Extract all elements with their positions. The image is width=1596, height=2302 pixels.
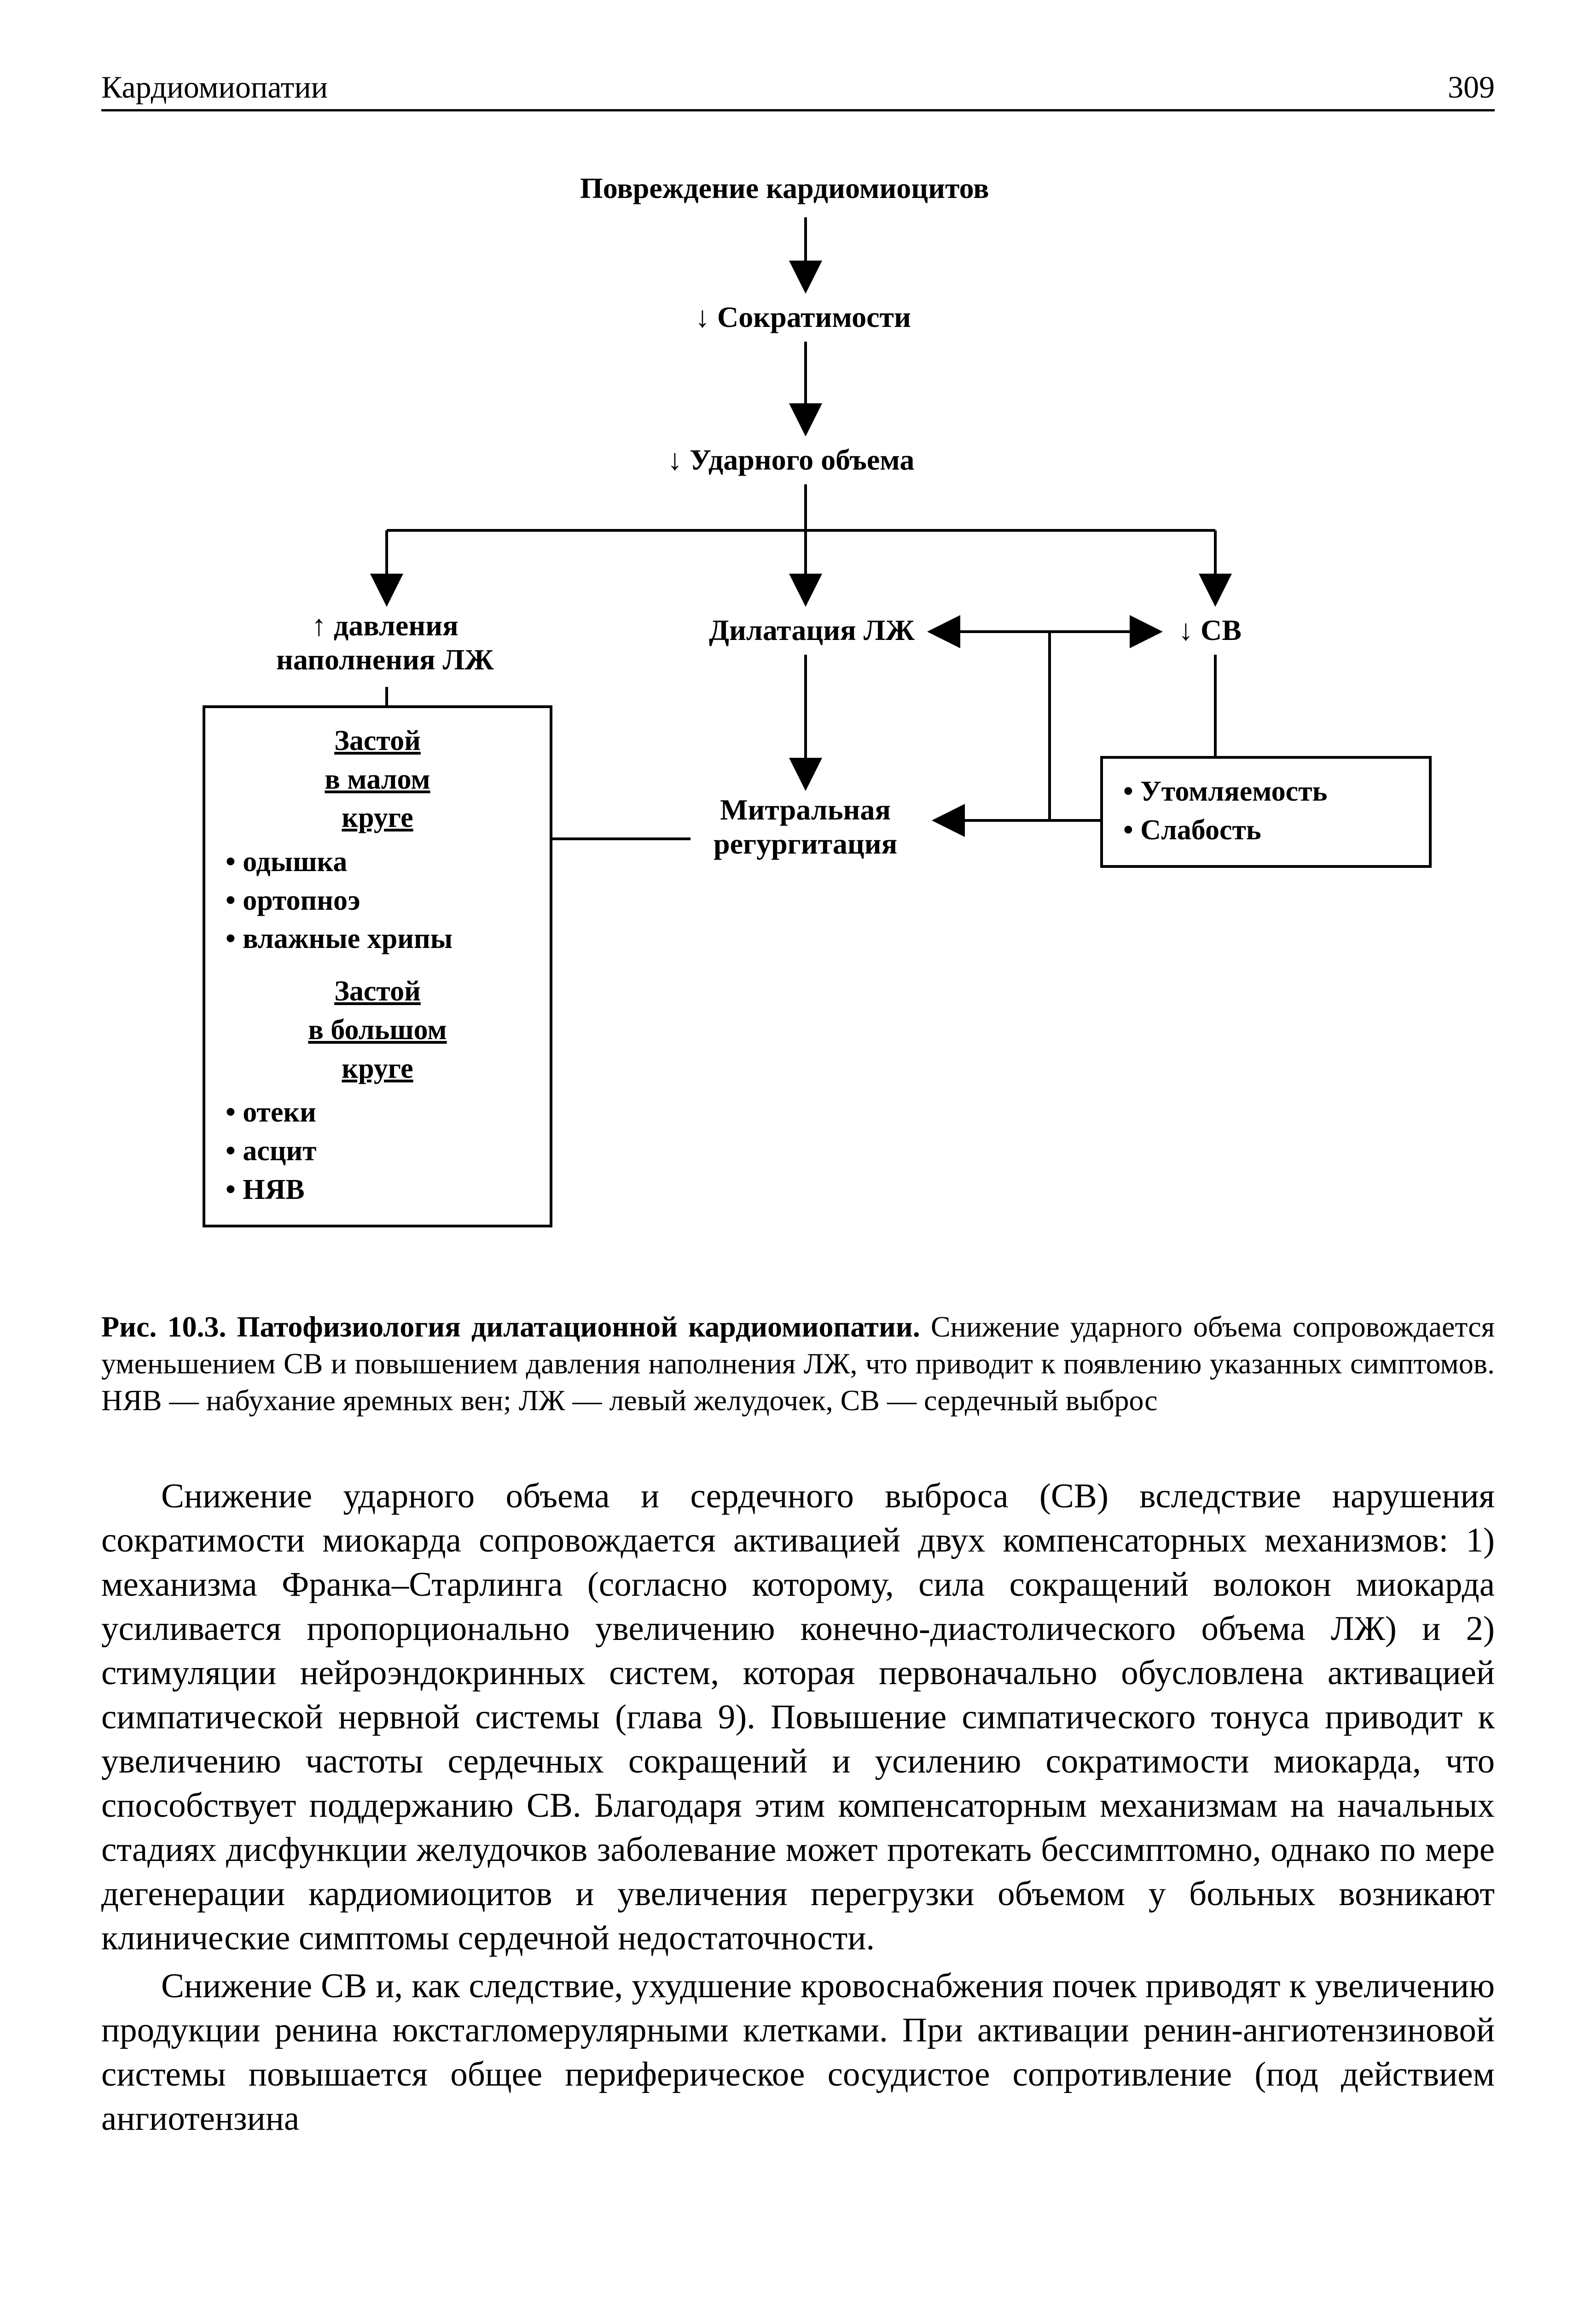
- node-stroke-volume: ↓ Ударного объема: [667, 443, 914, 477]
- node-lv-dilation: Дилатация ЛЖ: [709, 613, 915, 647]
- box-title-systemic: Застойв большомкруге: [224, 972, 531, 1088]
- node-contractility: ↓ Сократимости: [695, 300, 911, 334]
- list-item: отеки: [226, 1093, 531, 1132]
- node-label: ↓ Сократимости: [695, 301, 911, 333]
- page: Кардиомиопатии 309: [0, 0, 1596, 2237]
- box-title-pulmonary: Застойв маломкруге: [224, 722, 531, 837]
- body-paragraph: Снижение СВ и, как следствие, ухудшение …: [101, 1964, 1495, 2141]
- node-cardiac-output: ↓ СВ: [1178, 613, 1242, 647]
- node-damage: Повреждение кардиомиоцитов: [580, 171, 989, 205]
- list-item: ортопноэ: [226, 882, 531, 920]
- box-low-output: Утомляемость Слабость: [1100, 756, 1432, 868]
- list-item: асцит: [226, 1132, 531, 1171]
- figure-caption: Рис. 10.3. Патофизиология дилатационной …: [101, 1308, 1495, 1419]
- box-congestion: Застойв маломкруге одышка ортопноэ влажн…: [203, 705, 552, 1227]
- list-item: влажные хрипы: [226, 920, 531, 959]
- symptom-list-systemic: отеки асцит НЯВ: [224, 1093, 531, 1209]
- node-label: ↓ СВ: [1178, 614, 1242, 646]
- header-page-number: 309: [1448, 69, 1495, 105]
- flowchart: Повреждение кардиомиоцитов ↓ Сократимост…: [101, 167, 1495, 1272]
- symptom-list-low-output: Утомляемость Слабость: [1121, 773, 1410, 849]
- list-item: НЯВ: [226, 1171, 531, 1209]
- caption-lead: Рис. 10.3. Патофизиология дилатационной …: [101, 1310, 920, 1343]
- header-section-title: Кардиомиопатии: [101, 69, 328, 105]
- list-item: Утомляемость: [1123, 773, 1410, 811]
- node-label: Дилатация ЛЖ: [709, 614, 915, 646]
- list-item: одышка: [226, 843, 531, 882]
- node-filling-pressure: ↑ давлениянаполнения ЛЖ: [276, 609, 494, 676]
- list-item: Слабость: [1123, 811, 1410, 850]
- node-label: ↓ Ударного объема: [667, 443, 914, 476]
- body-paragraph: Снижение ударного объема и сердечного вы…: [101, 1474, 1495, 1960]
- symptom-list-pulmonary: одышка ортопноэ влажные хрипы: [224, 843, 531, 959]
- node-label: Повреждение кардиомиоцитов: [580, 172, 989, 204]
- running-head: Кардиомиопатии 309: [101, 69, 1495, 111]
- node-mitral-regurg: Митральнаярегургитация: [714, 793, 897, 860]
